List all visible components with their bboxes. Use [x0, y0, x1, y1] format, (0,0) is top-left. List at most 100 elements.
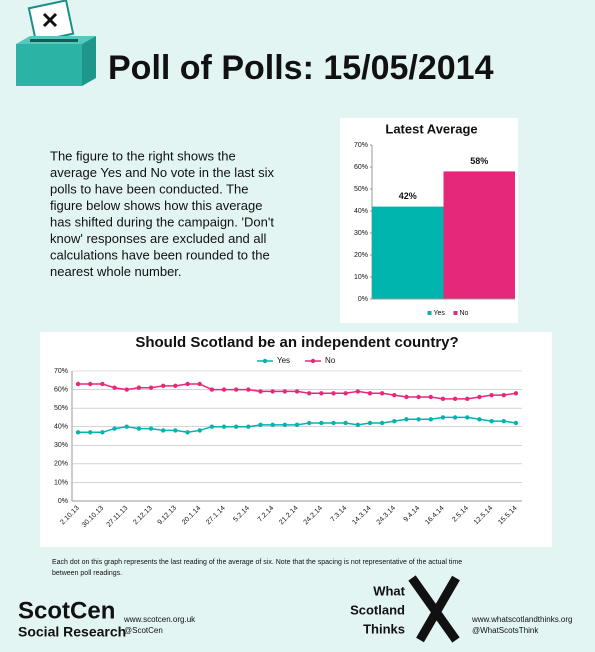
- y-tick-label: 40%: [54, 424, 68, 431]
- series-dot: [221, 387, 227, 392]
- legend-label: Yes: [434, 310, 446, 317]
- series-dot: [136, 385, 142, 390]
- intro-text: The figure to the right shows the average…: [50, 148, 275, 279]
- series-dot: [246, 424, 251, 429]
- legend-swatch: [453, 311, 458, 315]
- series-dot: [148, 385, 154, 390]
- series-dot: [197, 428, 202, 433]
- series-dot: [258, 389, 263, 394]
- note-line: between poll readings.: [52, 570, 122, 577]
- series-dot: [233, 424, 239, 429]
- series-dot: [185, 430, 190, 435]
- series-dot: [209, 387, 215, 392]
- data-label: 42%: [399, 191, 417, 201]
- series-dot: [416, 394, 421, 400]
- scotcen-sub: Social Research: [18, 624, 126, 640]
- series-dot: [258, 422, 263, 428]
- y-tick-label: 30%: [54, 442, 68, 449]
- y-tick-label: 70%: [54, 368, 68, 375]
- wst-line: Scotland: [350, 602, 405, 617]
- scotcen-url: www.scotcen.org.uk: [123, 615, 196, 624]
- legend-dot: [310, 358, 316, 364]
- series-dot: [270, 422, 275, 428]
- series-dot: [112, 385, 117, 390]
- series-dot: [282, 422, 288, 428]
- intro-line: polls to have been conducted. The: [50, 181, 249, 196]
- series-dot: [306, 420, 312, 426]
- series-dot: [161, 428, 166, 433]
- charts: Latest Average 0% 10% 20% 30% 40% 50% 60% 70% 42%…: [54, 121, 522, 529]
- series-dot: [173, 428, 178, 433]
- page-title: Poll of Polls: 15/05/2014: [108, 49, 494, 87]
- series-dot: [367, 420, 373, 426]
- series-dot: [331, 391, 336, 396]
- legend-label: No: [325, 356, 336, 365]
- series-dot: [124, 387, 129, 392]
- intro-line: has shifted during the campaign. 'Don't: [50, 214, 274, 229]
- y-tick-label: 0%: [58, 498, 68, 505]
- series-dot: [513, 391, 519, 396]
- data-label: 58%: [470, 156, 488, 166]
- series-dot: [465, 415, 470, 420]
- series-dot: [88, 381, 93, 387]
- series-dot: [161, 383, 166, 389]
- series-dot: [319, 420, 324, 426]
- bar: [372, 206, 444, 299]
- series-dot: [489, 418, 494, 424]
- series-dot: [112, 426, 117, 431]
- series-dot: [428, 417, 433, 422]
- series-dot: [489, 392, 494, 398]
- series-dot: [75, 430, 81, 435]
- intro-line: know' responses are excluded and all: [50, 231, 267, 246]
- series-dot: [452, 396, 458, 402]
- series-dot: [221, 424, 227, 429]
- series-dot: [501, 392, 506, 398]
- series-dot: [319, 391, 324, 396]
- series-dot: [294, 389, 300, 394]
- scotcen-handle: @ScotCen: [124, 626, 163, 635]
- y-tick-label: 60%: [354, 164, 368, 171]
- y-tick-label: 70%: [354, 142, 368, 149]
- series-dot: [428, 394, 433, 400]
- series-dot: [233, 387, 239, 392]
- series-dot: [270, 389, 275, 394]
- chart-title: Should Scotland be an independent countr…: [135, 334, 458, 351]
- series-dot: [367, 391, 373, 396]
- series-dot: [379, 420, 385, 426]
- intro-line: calculations have been rounded to the: [50, 247, 270, 262]
- series-dot: [501, 418, 506, 424]
- series-dot: [185, 381, 190, 387]
- series-dot: [392, 392, 397, 398]
- y-tick-label: 30%: [354, 230, 368, 237]
- note-line: Each dot on this graph represents the la…: [52, 559, 462, 566]
- series-dot: [294, 422, 300, 428]
- scotcen-logo: ScotCen: [18, 597, 115, 624]
- series-dot: [404, 394, 409, 400]
- series-dot: [197, 381, 202, 387]
- y-tick-label: 0%: [358, 296, 368, 303]
- y-tick-label: 20%: [354, 252, 368, 259]
- wst-x-icon: [408, 575, 460, 643]
- legend-swatch: [427, 311, 432, 315]
- wst-line: Thinks: [363, 621, 405, 636]
- legend-dot: [262, 358, 268, 364]
- series-dot: [343, 420, 348, 426]
- series-dot: [136, 426, 142, 431]
- bar: [443, 171, 515, 299]
- y-tick-label: 50%: [354, 186, 368, 193]
- series-dot: [355, 389, 361, 394]
- series-dot: [100, 381, 105, 387]
- series-dot: [331, 420, 336, 426]
- intro-line: average Yes and No vote in the last six: [50, 165, 275, 180]
- series-dot: [100, 430, 105, 435]
- series-dot: [452, 415, 458, 420]
- series-dot: [477, 394, 482, 400]
- wst-line: What: [373, 583, 405, 598]
- series-dot: [209, 424, 215, 429]
- footnote: Each dot on this graph represents the la…: [52, 559, 462, 577]
- series-dot: [343, 391, 348, 396]
- intro-line: figure below shows how this average: [50, 198, 262, 213]
- series-dot: [75, 381, 81, 387]
- y-tick-label: 40%: [354, 208, 368, 215]
